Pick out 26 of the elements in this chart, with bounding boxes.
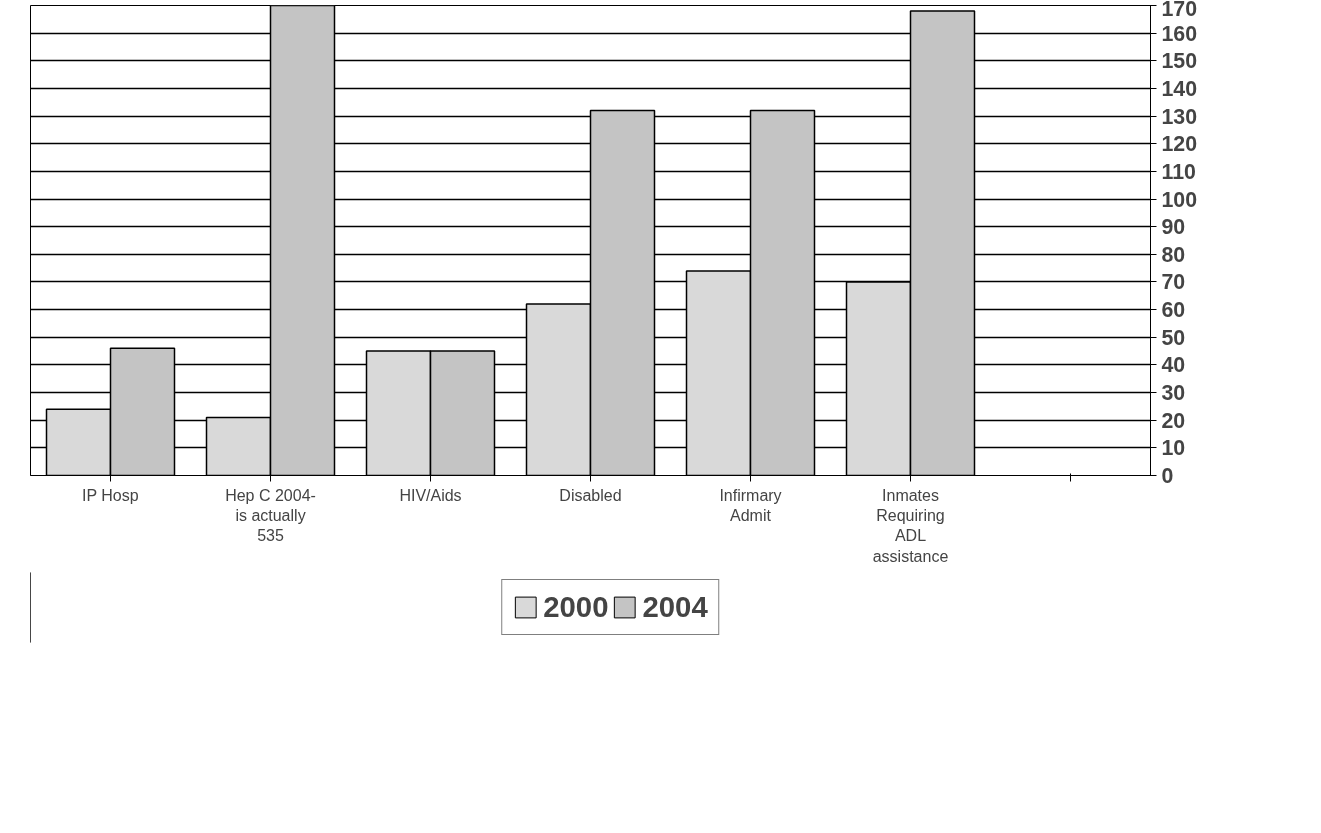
y-tick-label: 130 xyxy=(1161,104,1198,129)
x-tick-label: Disabled xyxy=(559,486,622,504)
y-tick-label: 160 xyxy=(1161,21,1198,46)
y-tick-label: 30 xyxy=(1161,381,1186,406)
y-tick-label: 70 xyxy=(1161,270,1186,295)
y-tick-label: 10 xyxy=(1161,436,1186,461)
y-tick-label: 120 xyxy=(1161,132,1198,157)
x-tick-label: Hep C 2004- is actually 535 xyxy=(225,486,316,545)
y-tick-label: 140 xyxy=(1161,76,1198,101)
x-tick-label: IP Hosp xyxy=(82,486,139,504)
y-tick-label: 40 xyxy=(1161,353,1186,378)
legend-label: 2004 xyxy=(642,590,708,624)
y-tick-label: 50 xyxy=(1161,325,1186,350)
x-tick-label: HIV/Aids xyxy=(399,486,462,504)
y-tick-label: 80 xyxy=(1161,242,1186,267)
y-tick-label: 100 xyxy=(1161,187,1198,212)
legend-label: 2000 xyxy=(543,590,609,624)
x-tick-label: Inmates Requiring ADL assistance xyxy=(872,486,949,565)
y-tick-label: 0 xyxy=(1161,464,1174,488)
x-tick-label: Infirmary Admit xyxy=(719,486,782,524)
y-tick-label: 60 xyxy=(1161,298,1186,323)
y-tick-label: 150 xyxy=(1161,49,1198,74)
y-tick-label: 170 xyxy=(1161,0,1198,21)
y-tick-label: 90 xyxy=(1161,215,1186,240)
y-tick-label: 20 xyxy=(1161,408,1186,433)
y-tick-label: 110 xyxy=(1161,159,1196,184)
